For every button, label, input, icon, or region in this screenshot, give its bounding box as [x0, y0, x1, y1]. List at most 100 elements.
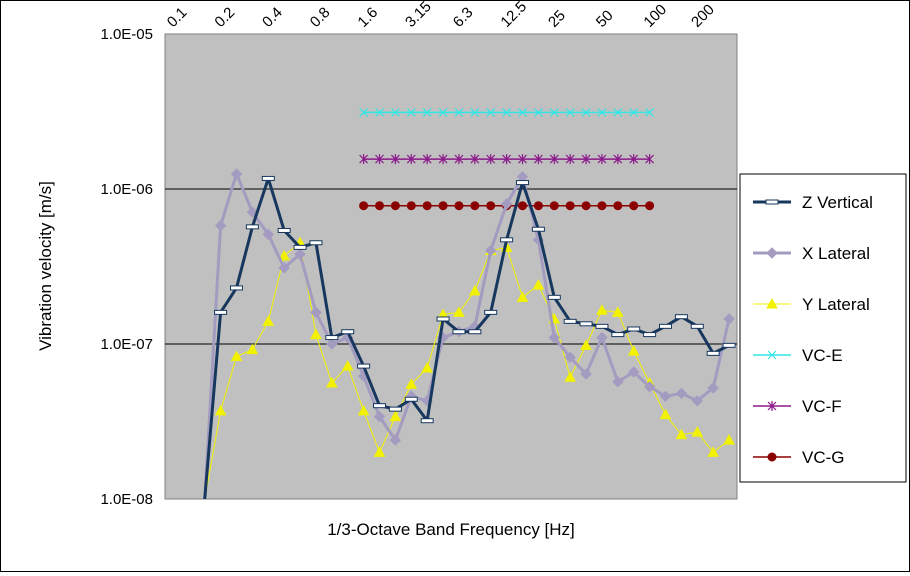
data-point: [518, 154, 527, 165]
data-point: [389, 434, 402, 446]
data-point: [341, 329, 355, 335]
data-point: [486, 201, 496, 211]
data-point: [691, 426, 704, 437]
y-tick-label: 1.0E-06: [100, 181, 153, 198]
data-point: [230, 350, 243, 362]
data-point: [500, 198, 513, 210]
data-point: [765, 199, 779, 205]
data-point: [325, 335, 339, 341]
data-point: [767, 401, 777, 411]
data-point: [531, 226, 545, 232]
data-point: [404, 396, 418, 402]
data-point: [245, 224, 259, 230]
data-point: [723, 313, 735, 325]
data-point: [500, 237, 514, 243]
data-point: [580, 339, 592, 350]
data-point: [438, 201, 448, 211]
legend: Z Vertical X Lateral Y Lateral VC-E VC-F VC-G: [739, 173, 907, 483]
data-point: [470, 107, 480, 117]
data-point: [502, 107, 512, 117]
data-point: [230, 285, 243, 291]
x-tick-label: 0.8: [307, 4, 334, 31]
data-point: [390, 154, 400, 165]
data-point: [516, 180, 529, 186]
data-point: [581, 107, 591, 117]
data-point: [406, 201, 416, 211]
series-z-vertical: [203, 175, 736, 500]
data-point: [723, 434, 735, 445]
data-point: [438, 154, 448, 165]
data-point: [454, 154, 464, 165]
data-point: [674, 314, 688, 320]
x-tick-label: 0.4: [259, 4, 286, 31]
data-point: [564, 371, 577, 382]
legend-entry: Y Lateral: [753, 295, 870, 314]
data-point: [645, 201, 655, 211]
data-point: [597, 154, 607, 165]
data-point: [548, 331, 560, 344]
data-point: [214, 309, 228, 315]
data-point: [373, 446, 386, 457]
data-point: [214, 404, 227, 416]
data-point: [659, 323, 672, 329]
data-point: [405, 378, 418, 389]
x-tick-label: 3.15: [402, 1, 435, 31]
series-vc-e: [359, 107, 655, 117]
y-axis-title: Vibration velocity [m/s]: [36, 181, 55, 351]
data-point: [484, 309, 498, 315]
series-line: [204, 242, 730, 500]
data-point: [643, 332, 657, 338]
legend-entries: Z Vertical X Lateral Y Lateral VC-E VC-F VC-G: [753, 193, 873, 467]
x-axis-title: 1/3-Octave Band Frequency [Hz]: [327, 520, 575, 539]
data-point: [690, 323, 704, 329]
data-point: [627, 345, 640, 356]
x-axis-ticks: 0.1 0.2 0.4 0.8 1.6 3.15 6.3 12.5 25 50 100 200: [164, 0, 718, 31]
data-point: [707, 446, 720, 457]
data-point: [357, 363, 371, 369]
y-axis-ticks: 1.0E-05 1.0E-06 1.0E-07 1.0E-08: [100, 26, 153, 508]
data-point: [485, 244, 497, 257]
data-point: [597, 201, 607, 211]
legend-label: VC-G: [802, 448, 845, 467]
data-point: [278, 262, 290, 274]
data-point: [766, 247, 778, 259]
data-point: [518, 107, 527, 117]
data-point: [390, 201, 400, 211]
data-point: [645, 107, 655, 117]
legend-entry: X Lateral: [753, 244, 870, 263]
data-point: [310, 328, 322, 340]
data-point: [262, 228, 274, 241]
x-tick-label: 12.5: [497, 1, 530, 31]
data-point: [293, 244, 307, 250]
data-point: [468, 284, 481, 296]
data-point: [486, 107, 496, 117]
data-point: [214, 219, 227, 232]
data-point: [629, 201, 639, 211]
data-point: [438, 107, 448, 117]
x-tick-label: 1.6: [354, 4, 381, 31]
legend-label: Y Lateral: [802, 295, 870, 314]
legend-label: Z Vertical: [802, 193, 873, 212]
data-point: [565, 107, 575, 117]
legend-entry: VC-F: [753, 397, 842, 416]
data-point: [613, 201, 623, 211]
data-point: [310, 306, 322, 319]
data-point: [436, 316, 450, 322]
series-vc-g: [359, 201, 655, 211]
data-point: [533, 201, 543, 211]
data-point: [516, 291, 529, 302]
data-point: [581, 201, 591, 211]
data-point: [722, 342, 736, 348]
legend-label: X Lateral: [802, 244, 870, 263]
data-point: [596, 331, 608, 344]
data-point: [359, 107, 369, 117]
data-point: [565, 201, 575, 211]
data-point: [375, 154, 384, 165]
data-point: [612, 376, 624, 388]
data-point: [579, 321, 593, 327]
data-point: [388, 406, 402, 412]
data-point: [309, 240, 323, 246]
data-point: [533, 154, 543, 165]
